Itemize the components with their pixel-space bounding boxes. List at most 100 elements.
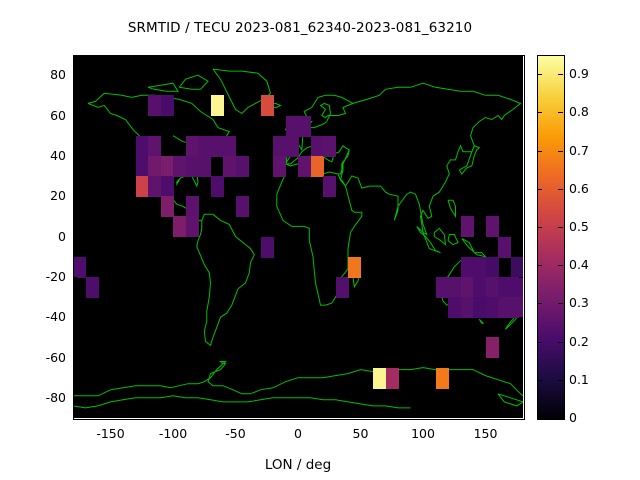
heatmap-cell xyxy=(460,216,474,238)
colorbar-tick-mark xyxy=(537,188,542,190)
heatmap-cell xyxy=(185,135,199,157)
colorbar-tick-mark xyxy=(537,303,542,305)
heatmap-cell xyxy=(135,176,149,197)
heatmap-cell xyxy=(148,176,161,197)
heatmap-cell xyxy=(185,155,199,177)
colorbar-tick-label: 0.8 xyxy=(569,104,589,120)
y-tick-mark xyxy=(519,196,523,198)
y-tick-label: -40 xyxy=(45,309,66,325)
heatmap-cell xyxy=(185,216,199,238)
x-tick-mark xyxy=(235,55,237,59)
colorbar-tick-mark xyxy=(558,379,563,381)
colorbar-tick-mark xyxy=(558,226,563,228)
heatmap-cell xyxy=(160,176,174,197)
coastline-path xyxy=(147,82,179,92)
heatmap-cell xyxy=(460,256,474,278)
heatmap-cell xyxy=(135,155,149,177)
y-tick-mark xyxy=(73,115,77,117)
y-tick-mark xyxy=(73,397,77,399)
x-tick-label: 50 xyxy=(352,426,369,441)
colorbar-tick-label: 0.5 xyxy=(569,218,589,234)
heatmap-cell xyxy=(448,276,461,298)
x-tick-label: -50 xyxy=(225,426,246,441)
colorbar-tick-mark xyxy=(537,112,542,114)
colorbar-tick-label: 0 xyxy=(569,410,577,425)
coastline-path xyxy=(433,227,447,246)
x-tick-mark xyxy=(235,414,237,418)
y-tick-label: -60 xyxy=(45,349,66,365)
heatmap-cell xyxy=(160,95,174,117)
x-tick-label: -100 xyxy=(158,426,188,441)
colorbar-tick-label: 0.1 xyxy=(569,371,589,387)
heatmap-cell xyxy=(485,256,499,278)
colorbar-tick-mark xyxy=(537,74,542,76)
x-tick-mark xyxy=(298,414,299,418)
coastline-path xyxy=(73,395,411,409)
heatmap-cell xyxy=(185,196,199,218)
y-tick-mark xyxy=(73,75,77,77)
coastline-path xyxy=(339,82,522,236)
heatmap-cell xyxy=(373,367,386,389)
x-axis-label: LON / deg xyxy=(264,457,332,473)
x-tick-mark xyxy=(173,55,174,59)
y-tick-mark xyxy=(519,115,523,117)
coastline-path xyxy=(458,145,481,175)
heatmap-cell xyxy=(485,276,499,298)
heatmap-cell xyxy=(235,196,249,218)
colorbar-tick-label: 0.7 xyxy=(569,142,589,158)
heatmap-cell xyxy=(498,236,511,258)
heatmap-cell xyxy=(460,297,474,318)
heatmap-cell xyxy=(148,135,161,157)
heatmap-cell xyxy=(210,176,224,197)
heatmap-plot-area[interactable] xyxy=(73,55,523,418)
y-tick-mark xyxy=(519,236,523,238)
heatmap-cell xyxy=(198,135,211,157)
x-tick-mark xyxy=(298,55,299,59)
y-tick-label: 60 xyxy=(50,107,66,123)
heatmap-cell xyxy=(385,367,399,389)
heatmap-cell xyxy=(198,155,211,177)
colorbar-tick-mark xyxy=(558,341,563,343)
colorbar[interactable] xyxy=(537,55,565,420)
heatmap-cell xyxy=(160,196,174,218)
colorbar-tick-mark xyxy=(558,303,563,305)
heatmap-cell xyxy=(273,155,286,177)
x-tick-mark xyxy=(110,414,112,418)
heatmap-cell xyxy=(148,95,161,117)
heatmap-cell xyxy=(285,115,299,137)
colorbar-tick-label: 0.3 xyxy=(569,295,589,311)
colorbar-gradient xyxy=(538,56,564,419)
heatmap-cell xyxy=(498,276,511,298)
heatmap-cell xyxy=(285,135,299,157)
colorbar-tick-label: 0.9 xyxy=(569,66,589,82)
colorbar-tick-mark xyxy=(558,265,563,267)
colorbar-tick-mark xyxy=(558,188,563,190)
y-tick-label: 80 xyxy=(50,67,66,83)
heatmap-cell xyxy=(485,216,499,238)
y-tick-label: 40 xyxy=(50,147,66,163)
colorbar-tick-mark xyxy=(537,150,542,152)
y-tick-mark xyxy=(519,276,523,278)
colorbar-tick-mark xyxy=(558,150,563,152)
heatmap-cell xyxy=(298,155,311,177)
coastline-path xyxy=(416,226,441,254)
heatmap-cell xyxy=(223,135,236,157)
heatmap-cell xyxy=(260,95,274,117)
coastline-path xyxy=(176,175,186,186)
coastline-path xyxy=(497,393,523,407)
heatmap-cell xyxy=(348,256,361,278)
heatmap-cell xyxy=(173,155,186,177)
heatmap-cell xyxy=(235,155,249,177)
heatmap-cell xyxy=(435,276,449,298)
coastline-path xyxy=(196,213,255,347)
coastline-path xyxy=(178,74,209,90)
heatmap-cell xyxy=(460,276,474,298)
colorbar-tick-mark xyxy=(558,112,563,114)
y-tick-mark xyxy=(73,357,77,359)
y-tick-mark xyxy=(73,317,77,319)
x-tick-mark xyxy=(485,414,487,418)
heatmap-cell xyxy=(210,95,224,117)
x-tick-mark xyxy=(360,55,362,59)
heatmap-cell xyxy=(335,276,349,298)
y-tick-mark xyxy=(73,276,77,278)
